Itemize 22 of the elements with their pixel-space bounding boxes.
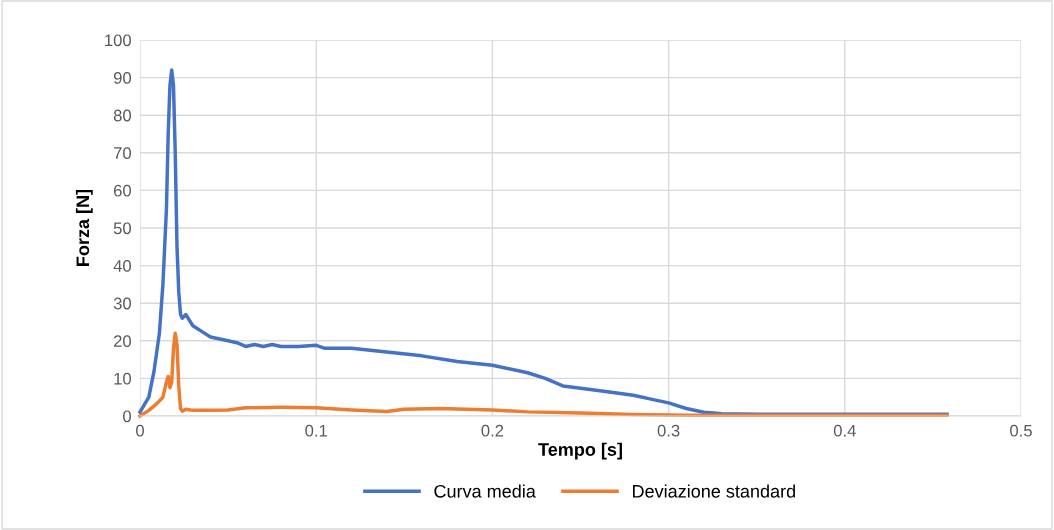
legend-label: Deviazione standard (633, 484, 795, 498)
x-tick-label: 0 (136, 424, 144, 437)
y-tick-label: 10 (114, 372, 132, 385)
y-tick-label: 30 (113, 297, 132, 310)
y-tick-label: 60 (113, 184, 132, 197)
y-tick-label: 80 (113, 109, 132, 122)
x-tick-label: 0.2 (481, 424, 504, 437)
y-tick-label: 100 (105, 34, 132, 47)
y-tick-label: 20 (113, 335, 132, 347)
legend-label: Curva media (434, 484, 536, 498)
x-tick-label: 0.4 (833, 424, 856, 437)
x-tick-label: 0.1 (305, 424, 327, 437)
y-tick-label: 0 (123, 410, 132, 423)
y-tick-label: 90 (113, 72, 132, 84)
y-tick-label: 50 (113, 222, 132, 235)
y-tick-label: 40 (113, 260, 132, 272)
x-axis-title: Tempo [s] (538, 442, 622, 460)
line-series (138, 331, 949, 418)
x-tick-label: 0.3 (657, 424, 680, 437)
y-axis-title: Forza [N] (75, 189, 93, 266)
x-tick-label: 0.5 (1010, 424, 1032, 437)
y-tick-label: 70 (113, 147, 132, 159)
